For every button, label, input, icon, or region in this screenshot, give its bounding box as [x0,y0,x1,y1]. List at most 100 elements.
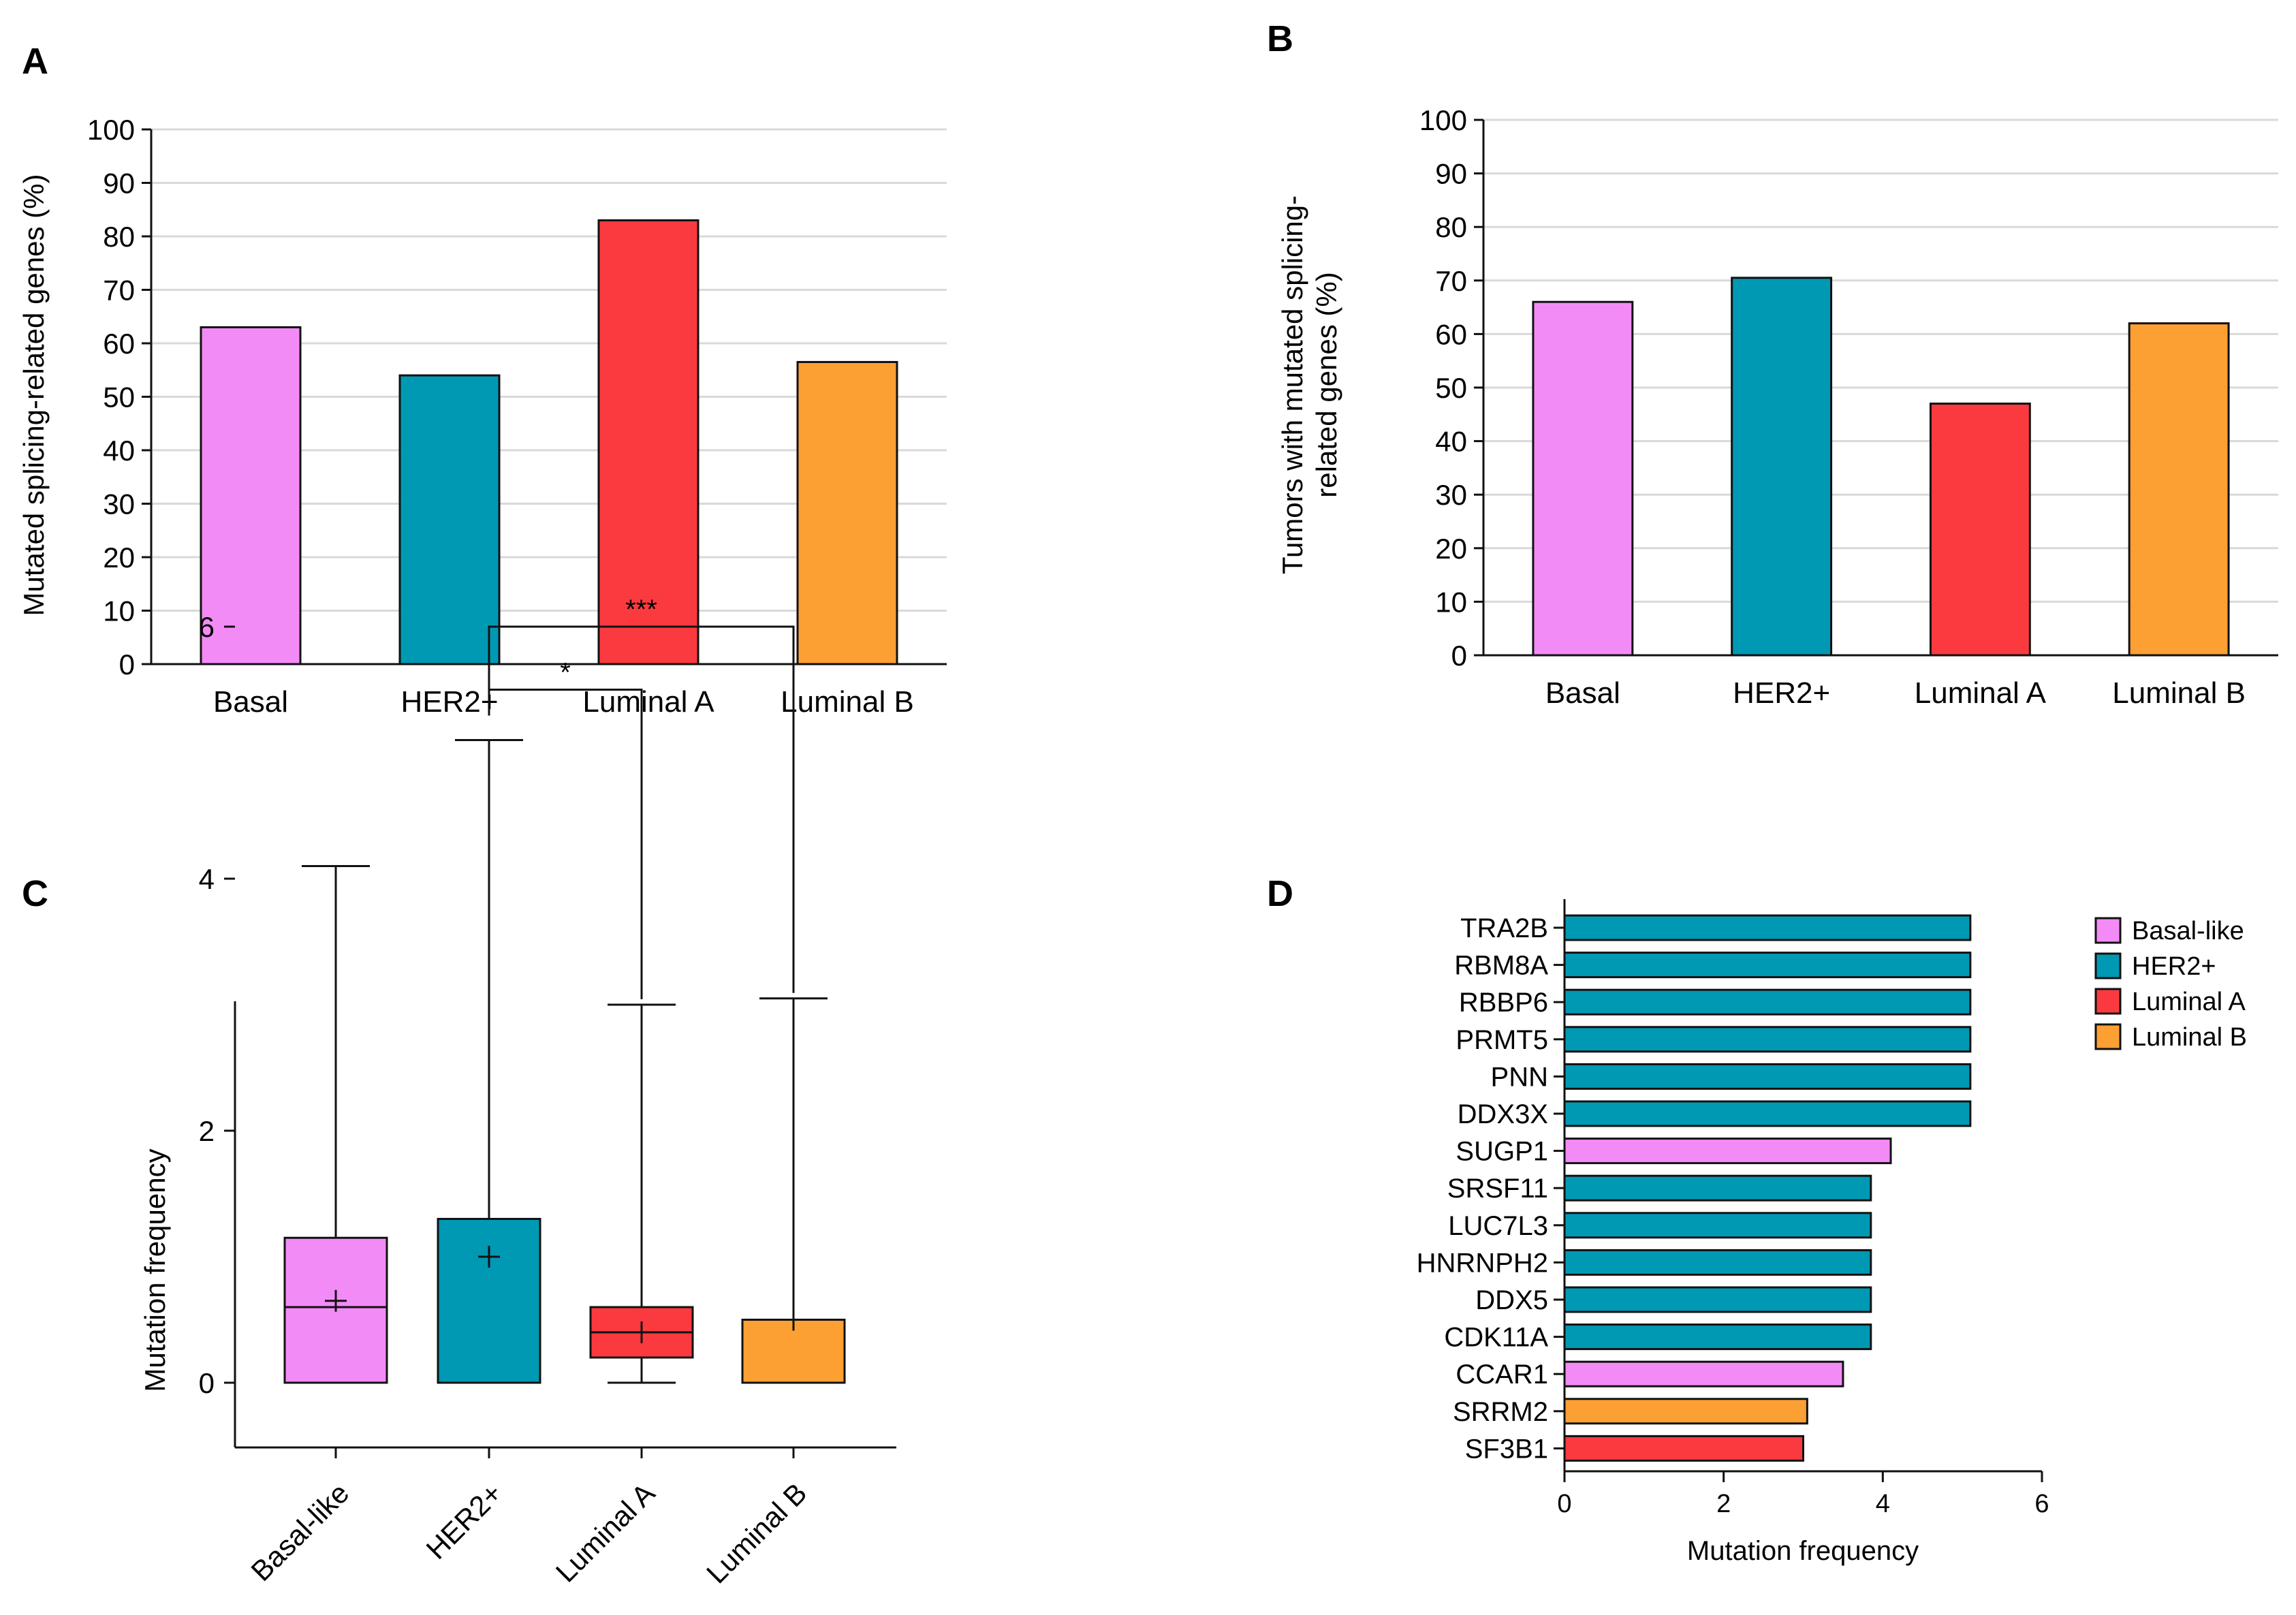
panel-label: C [22,873,48,914]
legend-label: Basal-like [2132,917,2244,945]
y-tick-label: 40 [103,435,135,467]
x-axis-label: Mutation frequency [1687,1536,1919,1566]
x-tick-label: 0 [1557,1490,1571,1518]
gene-label: TRA2B [1460,913,1548,943]
panel-C: C 0 2 4 6 Mutation frequency Basal-like HER2+ Lu… [22,595,896,1589]
mean-marker [325,1289,347,1312]
gene-label: CCAR1 [1456,1360,1548,1390]
bar [1563,1398,1808,1425]
gene-label: PNN [1491,1062,1548,1092]
x-tick-label: Basal [1545,676,1620,710]
x-tick-label: Luminal A [550,1477,661,1588]
bar [1563,1286,1872,1313]
significance-label: *** [625,595,657,625]
x-tick-label: HER2+ [1733,676,1830,710]
y-tick-label: 6 [199,611,215,643]
y-tick-label: 60 [103,328,135,360]
gene-label: SRSF11 [1447,1174,1548,1204]
y-tick-label: 100 [1419,104,1467,136]
y-tick-label: 2 [199,1115,215,1147]
bar [1731,277,1833,657]
box [437,1218,541,1384]
y-tick-label: 90 [103,168,135,200]
bar [1563,1138,1892,1165]
x-tick-label: HER2+ [420,1477,509,1565]
bar [398,374,501,665]
y-tick-label: 50 [1435,372,1467,404]
y-tick-label: 30 [103,488,135,520]
y-tick-label: 20 [1435,533,1467,565]
legend: Basal-like HER2+ Luminal A Luminal B [2094,917,2247,1052]
legend-label: Luminal B [2132,1023,2247,1052]
legend-swatch [2094,917,2122,944]
bar [796,360,898,665]
x-tick-label: Basal-like [245,1477,355,1587]
x-tick-label: Luminal B [700,1477,813,1589]
significance-bracket [488,625,795,993]
y-tick-label: 4 [199,863,215,895]
x-tick-label: 4 [1876,1490,1890,1518]
bar [1563,1323,1872,1351]
panel-label: B [1267,18,1293,59]
legend-label: HER2+ [2132,952,2216,981]
y-tick-label: 30 [1435,479,1467,511]
mean-marker [478,1246,500,1268]
gene-label: SF3B1 [1465,1434,1548,1464]
gene-label: HNRNPH2 [1417,1248,1548,1278]
y-tick-label: 100 [87,114,135,146]
y-axis-label: related genes (%) [1310,272,1342,498]
panel-A: A 0 10 20 30 40 50 60 70 80 90 100 Basal HER2+ Luminal… [18,41,947,719]
bar [1563,952,1972,979]
legend-label: Luminal A [2132,988,2246,1016]
x-tick-label: HER2+ [400,685,498,719]
gene-label: SUGP1 [1456,1137,1548,1167]
bar [200,326,302,665]
bar [1563,1100,1972,1127]
bar [597,219,699,665]
y-tick-label: 60 [1435,318,1467,350]
y-tick-label: 70 [1435,265,1467,297]
x-tick-label: Luminal A [582,685,714,719]
y-tick-label: 80 [1435,211,1467,243]
y-tick-label: 70 [103,275,135,307]
y-axis-label: Tumors with mutated splicing- [1276,195,1308,574]
gene-label: RBBP6 [1459,988,1548,1018]
bar [1563,1360,1844,1387]
x-tick-label: Luminal B [2112,676,2246,710]
x-tick-label: Basal [213,685,288,719]
y-axis-label: Mutation frequency [139,1148,171,1392]
gene-label: DDX5 [1475,1285,1548,1315]
mean-marker [783,1308,804,1331]
bar [1563,1026,1972,1053]
significance-label: * [560,658,571,688]
bar [1929,403,2031,657]
y-tick-label: 0 [1451,640,1467,672]
gene-label: CDK11A [1444,1323,1548,1353]
x-tick-label: 6 [2034,1490,2049,1518]
bar [1563,1434,1804,1462]
panel-B: B 0 10 20 30 40 50 60 70 80 90 100 Basal HER2+ Luminal… [1267,18,2278,710]
gene-label: SRRM2 [1453,1397,1548,1427]
bar [1532,300,1634,657]
x-tick-label: Luminal A [1915,676,2047,710]
significance-bracket [488,689,643,999]
bar [1563,1174,1872,1202]
y-tick-label: 0 [199,1367,215,1399]
y-tick-label: 40 [1435,426,1467,458]
y-tick-label: 90 [1435,158,1467,190]
y-tick-label: 20 [103,542,135,574]
x-tick-label: 2 [1716,1490,1731,1518]
y-axis-label: Mutated splicing-related genes (%) [18,174,50,616]
legend-swatch [2094,1023,2122,1050]
mean-marker [631,1321,652,1343]
bar [1563,1249,1872,1276]
gene-label: LUC7L3 [1448,1211,1548,1241]
bar [2128,322,2230,657]
bar [1563,914,1972,941]
y-tick-label: 50 [103,381,135,413]
legend-swatch [2094,988,2122,1015]
y-tick-label: 0 [119,648,135,680]
panel-D: D 0 2 4 6 Mutation frequency TRA2B RBM8A RBBP6 PR… [1267,873,2247,1566]
gene-label: RBM8A [1454,951,1548,981]
